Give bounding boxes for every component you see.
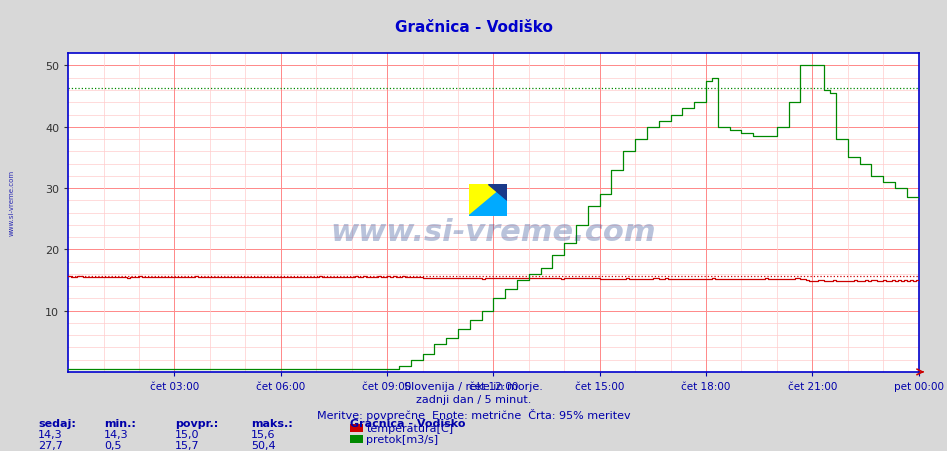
Text: Gračnica - Vodiško: Gračnica - Vodiško [350,419,466,428]
Polygon shape [488,185,507,201]
Text: 27,7: 27,7 [38,440,63,450]
Text: maks.:: maks.: [251,419,293,428]
Text: temperatura[C]: temperatura[C] [366,423,454,433]
Text: www.si-vreme.com: www.si-vreme.com [331,218,656,247]
Text: povpr.:: povpr.: [175,419,219,428]
Text: Slovenija / reke in morje.: Slovenija / reke in morje. [404,381,543,391]
Text: Meritve: povprečne  Enote: metrične  Črta: 95% meritev: Meritve: povprečne Enote: metrične Črta:… [316,408,631,420]
Polygon shape [469,185,507,216]
Text: www.si-vreme.com: www.si-vreme.com [9,170,14,236]
Text: Gračnica - Vodiško: Gračnica - Vodiško [395,20,552,35]
Text: 15,6: 15,6 [251,429,276,439]
Text: 15,0: 15,0 [175,429,200,439]
Text: 0,5: 0,5 [104,440,121,450]
Text: 50,4: 50,4 [251,440,276,450]
Text: pretok[m3/s]: pretok[m3/s] [366,434,438,444]
Polygon shape [469,185,507,216]
Text: 15,7: 15,7 [175,440,200,450]
Text: 14,3: 14,3 [38,429,63,439]
Text: sedaj:: sedaj: [38,419,76,428]
Text: 14,3: 14,3 [104,429,129,439]
Text: zadnji dan / 5 minut.: zadnji dan / 5 minut. [416,395,531,405]
Text: min.:: min.: [104,419,136,428]
